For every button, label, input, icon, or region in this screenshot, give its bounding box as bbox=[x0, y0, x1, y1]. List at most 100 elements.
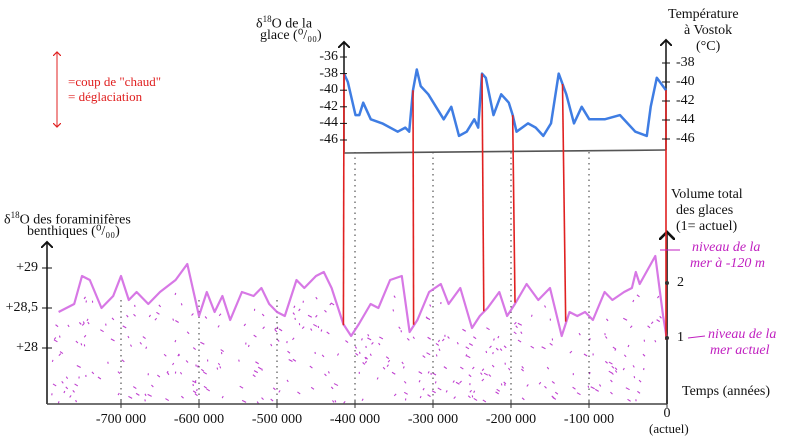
x-tick-label: -300 000 bbox=[407, 412, 459, 427]
sediment-dot bbox=[67, 324, 70, 328]
sediment-dot bbox=[82, 321, 85, 324]
sediment-dot bbox=[307, 314, 313, 318]
deglaciation-line bbox=[481, 73, 485, 312]
sediment-dot bbox=[148, 314, 151, 318]
bottom-right-tick-label: 2 bbox=[677, 275, 684, 290]
sediment-dot bbox=[435, 354, 438, 357]
sediment-dot bbox=[261, 368, 263, 371]
sediment-dot bbox=[627, 344, 630, 348]
sediment-dot bbox=[497, 335, 500, 339]
x-axis-title: Temps (années) bbox=[682, 384, 771, 399]
sediment-dot bbox=[53, 339, 58, 343]
sediment-dot bbox=[392, 309, 395, 312]
sediment-dot bbox=[185, 360, 189, 363]
sediment-dot bbox=[427, 336, 431, 340]
sediment-dot bbox=[465, 354, 468, 357]
sediment-dot bbox=[422, 355, 426, 359]
foraminifera-curve bbox=[58, 254, 669, 341]
sediment-dot bbox=[204, 316, 208, 319]
sediment-dot bbox=[288, 358, 293, 362]
sediment-dot bbox=[128, 395, 133, 399]
sediment-dot bbox=[286, 379, 289, 383]
x-tick-label: 0 bbox=[663, 406, 671, 421]
top-right-tick-label: -46 bbox=[676, 131, 695, 146]
top-right-axis-title-2: à Vostok bbox=[684, 23, 733, 38]
bottom-right-axis-title-3: (1= actuel) bbox=[676, 219, 738, 234]
sediment-dot bbox=[278, 390, 281, 393]
sediment-dot bbox=[496, 388, 501, 392]
sediment-dot bbox=[465, 346, 470, 350]
sediment-dot bbox=[57, 401, 60, 404]
sediment-dot bbox=[301, 326, 305, 329]
sediment-dot bbox=[492, 351, 494, 355]
annotation-low-2: mer actuel bbox=[710, 343, 770, 358]
sediment-dot bbox=[121, 359, 125, 363]
annotation-high-2: mer à -120 m bbox=[690, 256, 766, 271]
legend-line-2: = déglaciation bbox=[68, 89, 143, 104]
top-left-axis-unit: glace (⁰/₀₀) bbox=[260, 28, 322, 43]
sediment-dot bbox=[369, 353, 372, 357]
sediment-dot bbox=[632, 365, 635, 368]
sediment-dot bbox=[456, 342, 459, 345]
deglaciation-lines bbox=[342, 73, 667, 340]
sediment-dot bbox=[489, 345, 492, 349]
sediment-dot bbox=[219, 366, 222, 369]
sediment-dot bbox=[517, 339, 522, 343]
sediment-dot bbox=[521, 397, 525, 401]
sediment-dot bbox=[333, 383, 339, 387]
sediment-dot bbox=[257, 366, 262, 370]
sediment-dot bbox=[386, 364, 389, 368]
sediment-dot bbox=[110, 338, 115, 342]
sediment-dot bbox=[588, 371, 591, 375]
sediment-dot bbox=[627, 398, 631, 402]
top-left-tick-label: -42 bbox=[319, 98, 338, 114]
sediment-dot bbox=[122, 325, 127, 329]
sediment-dot bbox=[403, 391, 408, 395]
sediment-dot bbox=[636, 294, 640, 298]
sediment-dot bbox=[551, 381, 555, 384]
sediment-dot bbox=[287, 350, 291, 354]
sediment-dot bbox=[111, 317, 115, 321]
sediment-dot bbox=[166, 370, 169, 374]
sediment-dot bbox=[217, 325, 220, 328]
sediment-dot bbox=[261, 397, 264, 401]
sediment-dot bbox=[521, 365, 524, 369]
sediment-dot bbox=[623, 317, 628, 321]
sediment-dot bbox=[554, 391, 559, 395]
sediment-dot bbox=[81, 323, 85, 326]
sediment-dot bbox=[604, 360, 608, 364]
sediment-dot bbox=[429, 304, 432, 307]
sediment-dot bbox=[142, 336, 146, 340]
sediment-dot bbox=[376, 377, 379, 380]
sediment-dot bbox=[422, 387, 425, 391]
sediment-dot bbox=[610, 391, 613, 395]
sediment-dot bbox=[191, 313, 194, 316]
sediment-dot bbox=[629, 325, 633, 329]
sediment-dot bbox=[324, 309, 327, 313]
sediment-dot bbox=[401, 361, 404, 365]
sediment-dot bbox=[552, 396, 557, 400]
sediment-dot bbox=[65, 386, 69, 390]
sediment-dot bbox=[632, 299, 635, 303]
sediment-dot bbox=[76, 364, 81, 368]
sediment-dot bbox=[163, 353, 167, 357]
sediment-dot bbox=[253, 370, 259, 374]
sediment-dot bbox=[144, 393, 147, 397]
sediment-dot bbox=[127, 335, 130, 339]
top-right-tick-label: -42 bbox=[676, 93, 695, 108]
sediment-dot bbox=[194, 393, 198, 397]
sediment-dot bbox=[343, 400, 346, 404]
sediment-dot bbox=[197, 365, 199, 368]
sediment-dot bbox=[520, 368, 524, 372]
sediment-dot bbox=[129, 344, 133, 347]
sediment-dot bbox=[473, 397, 478, 401]
sediment-dot bbox=[63, 390, 66, 394]
dotted-guides bbox=[120, 152, 590, 404]
sediment-dot bbox=[572, 386, 576, 390]
sediment-dot bbox=[650, 321, 654, 325]
sediment-dot bbox=[611, 365, 615, 369]
sediment-dot bbox=[426, 352, 431, 356]
sediment-dot bbox=[83, 296, 86, 300]
sediment-dot bbox=[544, 385, 547, 389]
sediment-dot bbox=[216, 367, 219, 370]
